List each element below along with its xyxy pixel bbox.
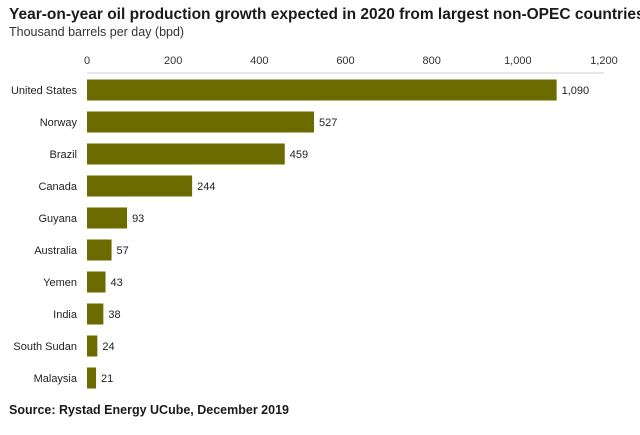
x-tick-label: 800 [422, 55, 440, 67]
bar-india [87, 303, 104, 325]
x-tick-label: 200 [164, 55, 182, 67]
bar-south-sudan [87, 335, 98, 357]
bar-canada [87, 175, 193, 197]
bar-guyana [87, 207, 128, 229]
x-tick-label: 400 [250, 55, 268, 67]
category-label: United States [11, 85, 78, 97]
category-label: Brazil [49, 149, 77, 161]
category-label: Norway [40, 117, 78, 129]
value-label: 93 [132, 213, 144, 225]
category-label: South Sudan [13, 341, 77, 353]
x-tick-label: 600 [336, 55, 354, 67]
value-label: 57 [117, 245, 129, 257]
x-tick-label: 0 [84, 55, 90, 67]
bar-norway [87, 111, 315, 133]
value-label: 1,090 [562, 85, 590, 97]
chart-subtitle: Thousand barrels per day (bpd) [9, 25, 185, 39]
category-label: Canada [38, 181, 77, 193]
category-label: Yemen [43, 277, 77, 289]
value-label: 244 [197, 181, 215, 193]
bar-united-states [87, 79, 557, 101]
category-label: Malaysia [34, 373, 78, 385]
value-label: 21 [101, 373, 113, 385]
value-label: 527 [319, 117, 337, 129]
chart-title: Year-on-year oil production growth expec… [9, 6, 640, 23]
bar-malaysia [87, 367, 97, 389]
bar-yemen [87, 271, 106, 293]
value-label: 24 [102, 341, 114, 353]
bar-australia [87, 239, 112, 261]
x-tick-label: 1,200 [590, 55, 618, 67]
source-note: Source: Rystad Energy UCube, December 20… [9, 403, 289, 417]
value-label: 43 [111, 277, 123, 289]
value-label: 459 [290, 149, 308, 161]
bar-brazil [87, 143, 285, 165]
value-label: 38 [108, 309, 120, 321]
category-label: Guyana [38, 213, 77, 225]
x-tick-label: 1,000 [504, 55, 532, 67]
category-label: Australia [34, 245, 78, 257]
category-label: India [53, 309, 78, 321]
